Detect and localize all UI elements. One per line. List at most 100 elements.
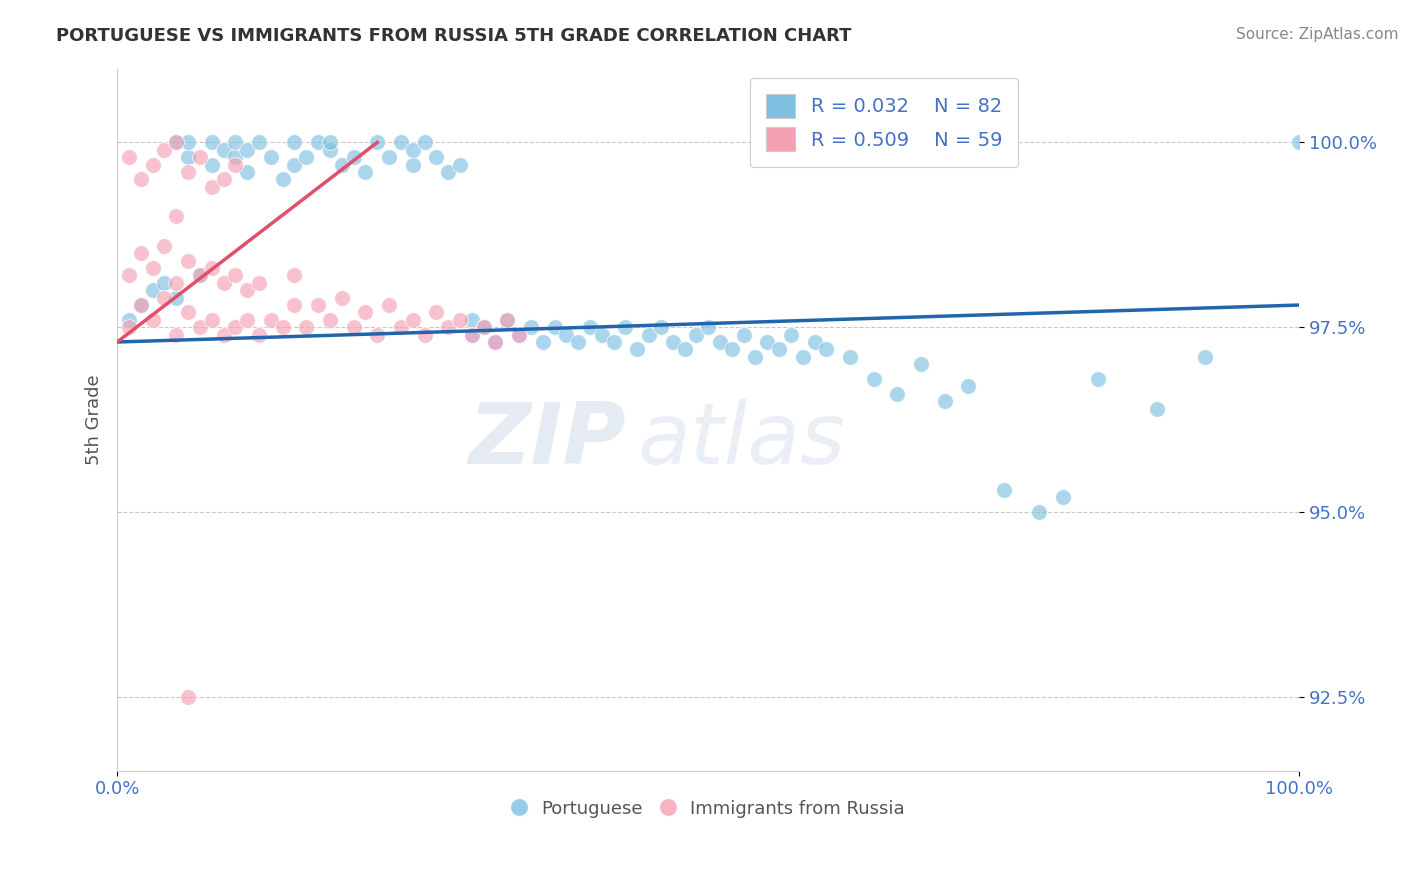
Point (118, 320, 141, 334)
Point (283, 268, 305, 283)
Point (118, 268, 141, 283)
Point (437, 320, 460, 334)
Point (271, 320, 294, 334)
Point (1052, 490, 1074, 504)
Point (177, 165, 200, 179)
Point (389, 136, 412, 150)
Point (354, 165, 377, 179)
Point (342, 150, 364, 164)
Point (862, 372, 884, 386)
Legend: Portuguese, Immigrants from Russia: Portuguese, Immigrants from Russia (505, 792, 911, 825)
Point (224, 320, 246, 334)
Point (165, 210, 187, 224)
Point (224, 268, 246, 283)
Point (461, 327, 484, 342)
Point (709, 334, 731, 349)
Point (449, 313, 471, 327)
Point (449, 158, 471, 172)
Y-axis label: 5th Grade: 5th Grade (86, 375, 103, 465)
Point (129, 246, 152, 260)
Point (579, 320, 602, 334)
Point (402, 313, 425, 327)
Point (1028, 505, 1050, 519)
Point (224, 150, 246, 164)
Point (188, 150, 211, 164)
Point (319, 143, 342, 157)
Point (165, 136, 187, 150)
Point (142, 261, 165, 276)
Point (224, 136, 246, 150)
Point (142, 158, 165, 172)
Point (177, 150, 200, 164)
Point (129, 172, 152, 186)
Point (129, 298, 152, 312)
Point (201, 313, 224, 327)
Text: PORTUGUESE VS IMMIGRANTS FROM RUSSIA 5TH GRADE CORRELATION CHART: PORTUGUESE VS IMMIGRANTS FROM RUSSIA 5TH… (56, 27, 852, 45)
Point (402, 143, 425, 157)
Point (957, 379, 980, 393)
Point (165, 327, 187, 342)
Point (330, 291, 353, 305)
Point (792, 350, 814, 364)
Point (271, 172, 294, 186)
Point (413, 327, 436, 342)
Point (543, 320, 565, 334)
Point (472, 320, 495, 334)
Point (721, 343, 744, 357)
Point (1146, 401, 1168, 416)
Point (165, 291, 187, 305)
Point (638, 327, 661, 342)
Point (673, 343, 696, 357)
Point (283, 158, 305, 172)
Point (744, 350, 766, 364)
Point (295, 320, 318, 334)
Point (354, 305, 377, 319)
Point (886, 386, 908, 401)
Point (768, 343, 790, 357)
Point (366, 327, 388, 342)
Point (378, 298, 401, 312)
Point (236, 283, 259, 297)
Point (201, 261, 224, 276)
Point (1087, 372, 1109, 386)
Point (402, 158, 425, 172)
Point (307, 136, 329, 150)
Point (425, 305, 447, 319)
Text: atlas: atlas (637, 400, 845, 483)
Point (330, 158, 353, 172)
Point (461, 313, 484, 327)
Point (153, 291, 176, 305)
Point (247, 136, 270, 150)
Point (1194, 350, 1216, 364)
Point (839, 350, 862, 364)
Point (650, 320, 672, 334)
Point (188, 268, 211, 283)
Point (1288, 136, 1310, 150)
Point (118, 150, 141, 164)
Point (531, 334, 554, 349)
Point (602, 334, 624, 349)
Point (260, 150, 283, 164)
Point (567, 334, 589, 349)
Point (247, 276, 270, 290)
Point (153, 143, 176, 157)
Point (177, 136, 200, 150)
Point (378, 150, 401, 164)
Point (118, 313, 141, 327)
Point (283, 298, 305, 312)
Point (803, 334, 825, 349)
Point (212, 143, 235, 157)
Point (815, 343, 838, 357)
Point (177, 305, 200, 319)
Point (188, 268, 211, 283)
Point (177, 253, 200, 268)
Point (295, 150, 318, 164)
Point (993, 483, 1015, 497)
Point (508, 327, 530, 342)
Point (733, 327, 755, 342)
Point (685, 327, 707, 342)
Point (437, 165, 460, 179)
Point (153, 239, 176, 253)
Point (484, 334, 506, 349)
Point (142, 313, 165, 327)
